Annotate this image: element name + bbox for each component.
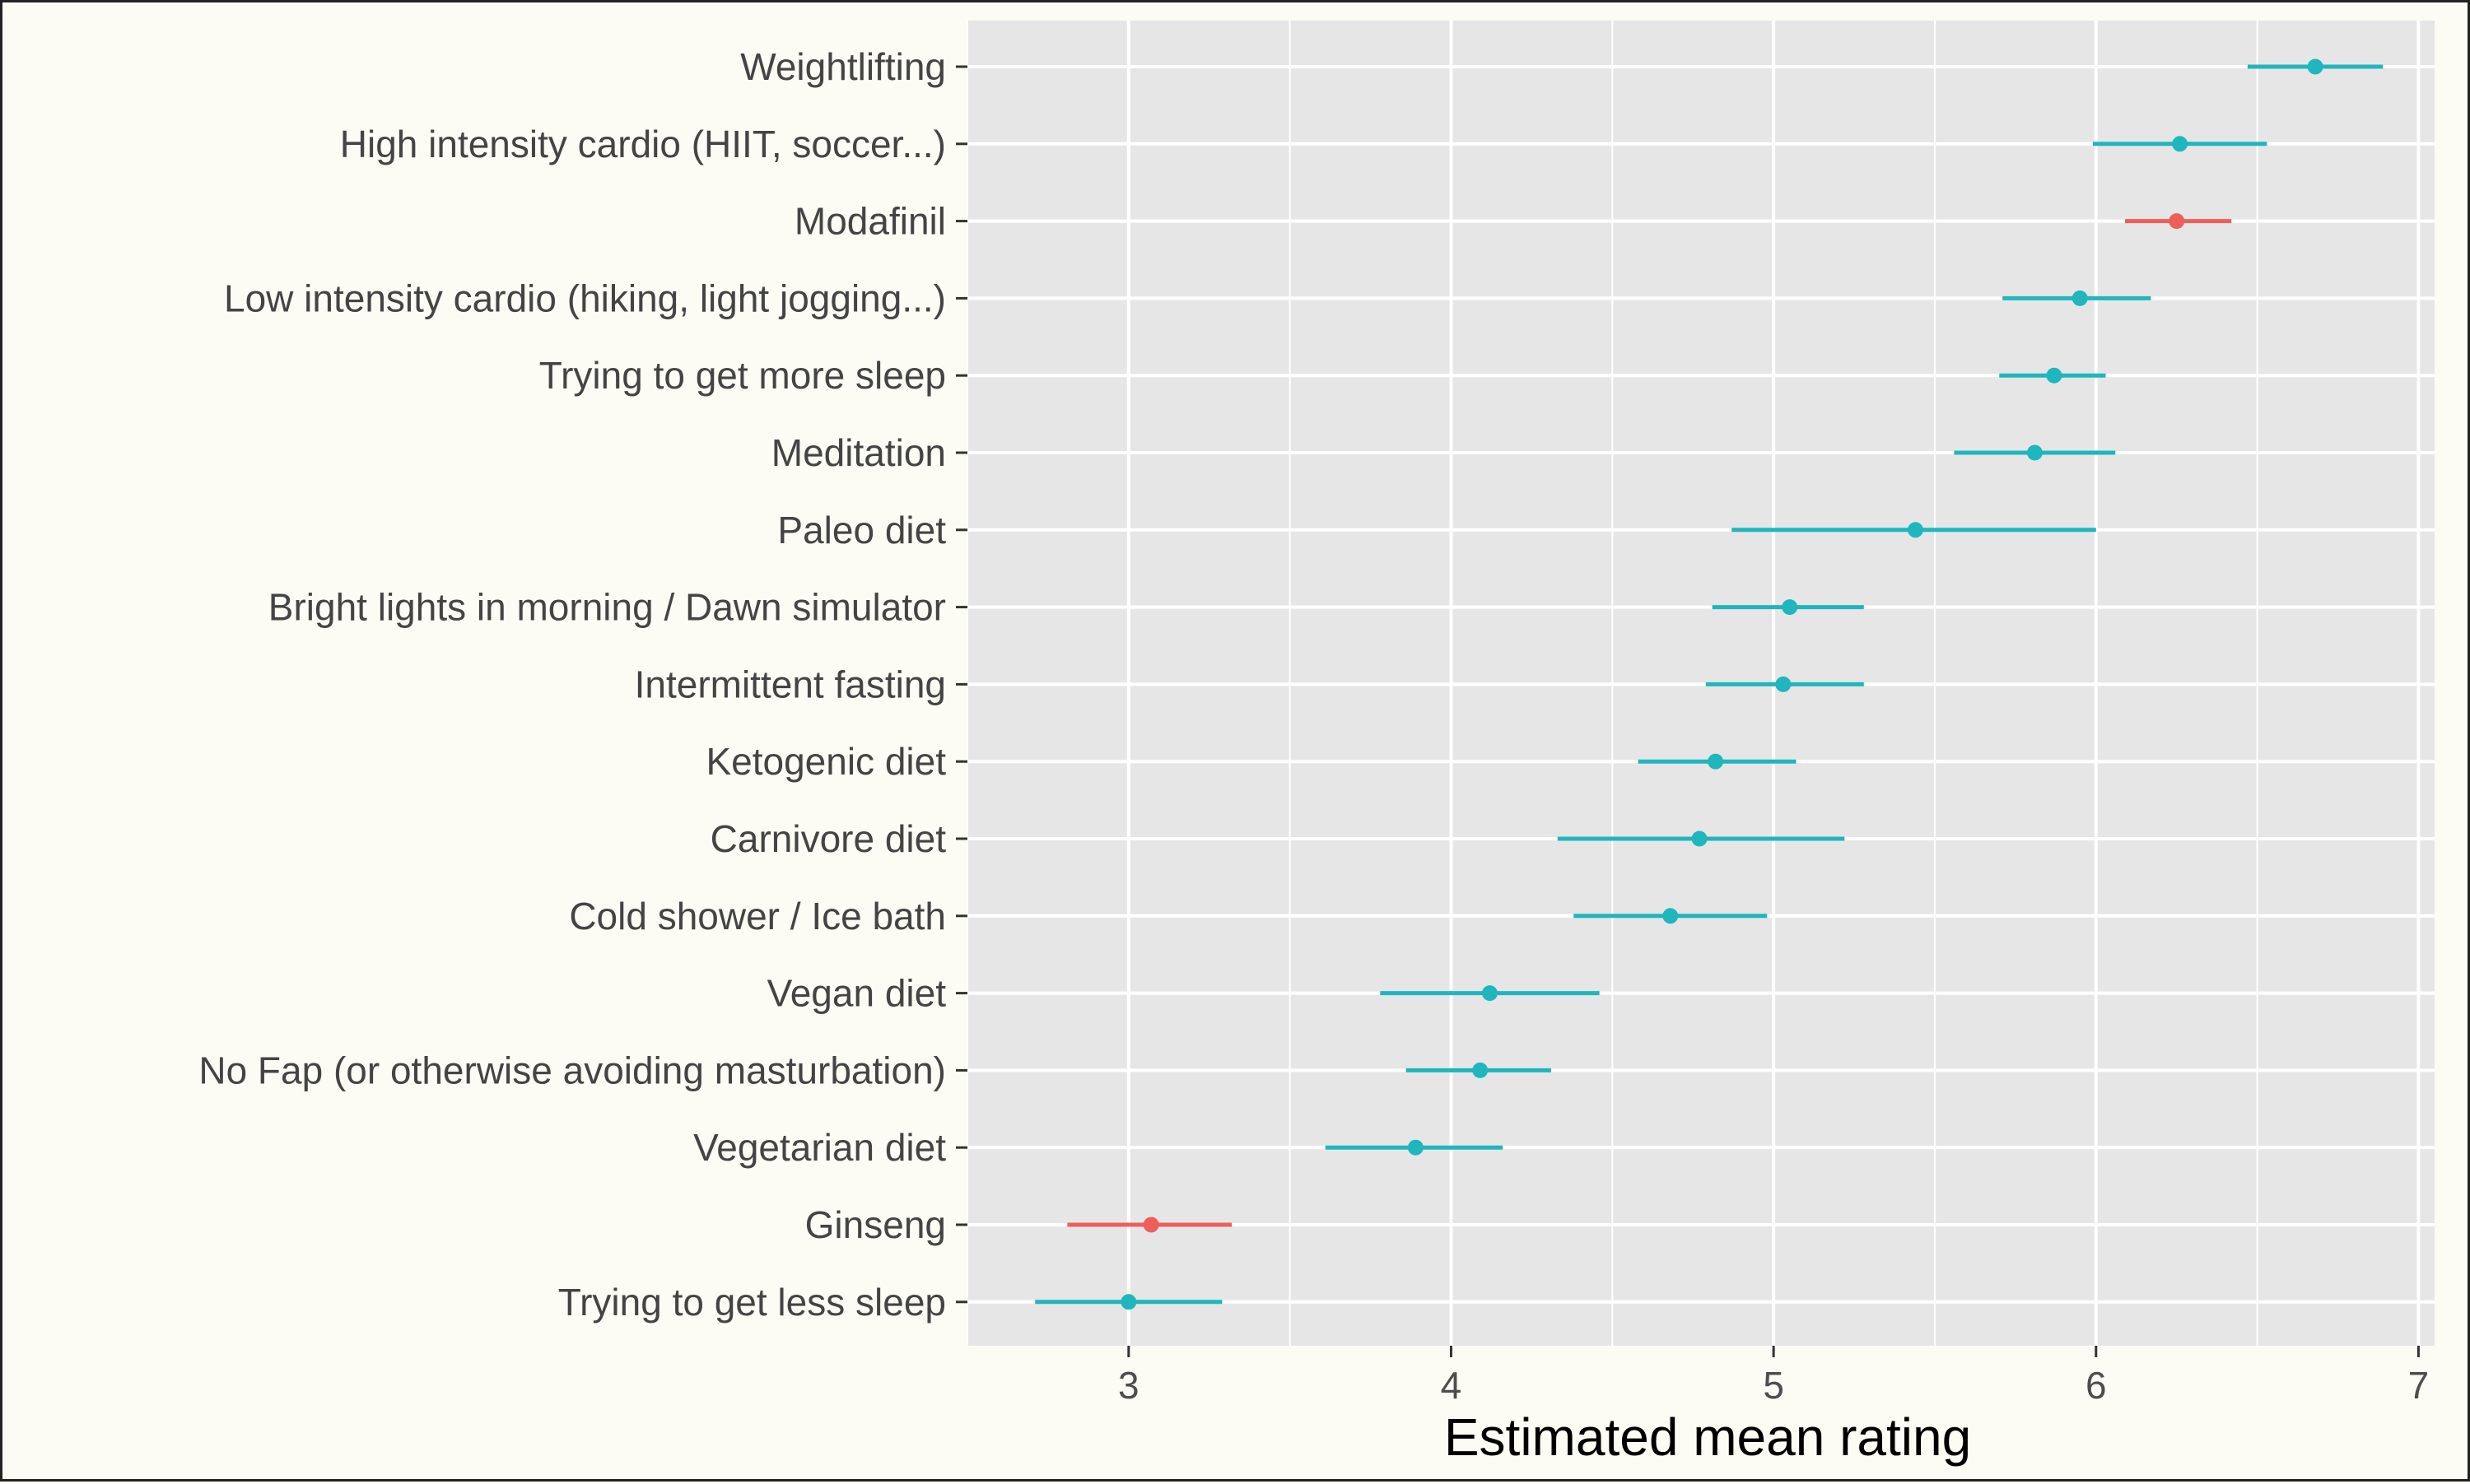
category-label: Modafinil	[795, 200, 946, 243]
estimate-point	[1407, 1139, 1424, 1156]
category-label: High intensity cardio (HIIT, soccer...)	[340, 123, 946, 165]
category-label: Carnivore diet	[711, 817, 947, 860]
x-axis-ticks	[1127, 1346, 2420, 1357]
category-label: Weightlifting	[740, 45, 946, 88]
category-label: Intermittent fasting	[635, 663, 946, 705]
category-label: No Fap (or otherwise avoiding masturbati…	[198, 1049, 946, 1091]
chart-marks	[1035, 58, 2384, 1310]
x-tick-label: 6	[2086, 1364, 2107, 1407]
x-tick-label: 7	[2408, 1364, 2430, 1407]
estimate-point	[2307, 58, 2323, 75]
estimate-point	[2172, 136, 2188, 152]
x-tick-label: 4	[1441, 1364, 1462, 1407]
category-label: Trying to get less sleep	[558, 1281, 946, 1324]
x-tick-label: 3	[1118, 1364, 1139, 1407]
y-axis-ticks	[956, 65, 967, 1304]
estimate-point	[1143, 1217, 1159, 1233]
estimate-point	[2026, 444, 2043, 461]
estimate-point	[1708, 753, 1724, 770]
category-label: Vegetarian diet	[693, 1126, 946, 1169]
estimate-point	[1121, 1294, 1137, 1310]
category-label: Paleo diet	[777, 509, 946, 551]
estimate-point	[2169, 213, 2185, 230]
x-axis-title: Estimated mean rating	[1444, 1407, 1971, 1467]
estimate-point	[1481, 985, 1498, 1002]
category-label: Low intensity cardio (hiking, light jogg…	[224, 277, 946, 319]
estimate-point	[2046, 367, 2062, 384]
estimate-point	[1782, 599, 1798, 616]
category-label: Ginseng	[805, 1203, 946, 1246]
y-axis-category-labels: Weightlifting High intensity cardio (HIIT…	[198, 45, 946, 1324]
category-label: Bright lights in morning / Dawn simulato…	[268, 586, 946, 629]
estimate-point	[1691, 830, 1708, 847]
category-label: Trying to get more sleep	[539, 354, 946, 397]
category-label: Ketogenic diet	[706, 740, 946, 783]
category-label: Cold shower / Ice bath	[569, 895, 946, 937]
estimate-point	[1775, 676, 1792, 692]
x-tick-label: 5	[1763, 1364, 1784, 1407]
estimate-point	[1662, 908, 1679, 924]
estimate-point	[1472, 1062, 1489, 1078]
estimate-point	[2072, 290, 2088, 306]
category-label: Vegan diet	[767, 972, 947, 1015]
estimate-point	[1907, 522, 1923, 538]
x-axis-tick-labels: 3 4 5 6 7	[1118, 1364, 2429, 1407]
category-label: Meditation	[771, 431, 946, 474]
